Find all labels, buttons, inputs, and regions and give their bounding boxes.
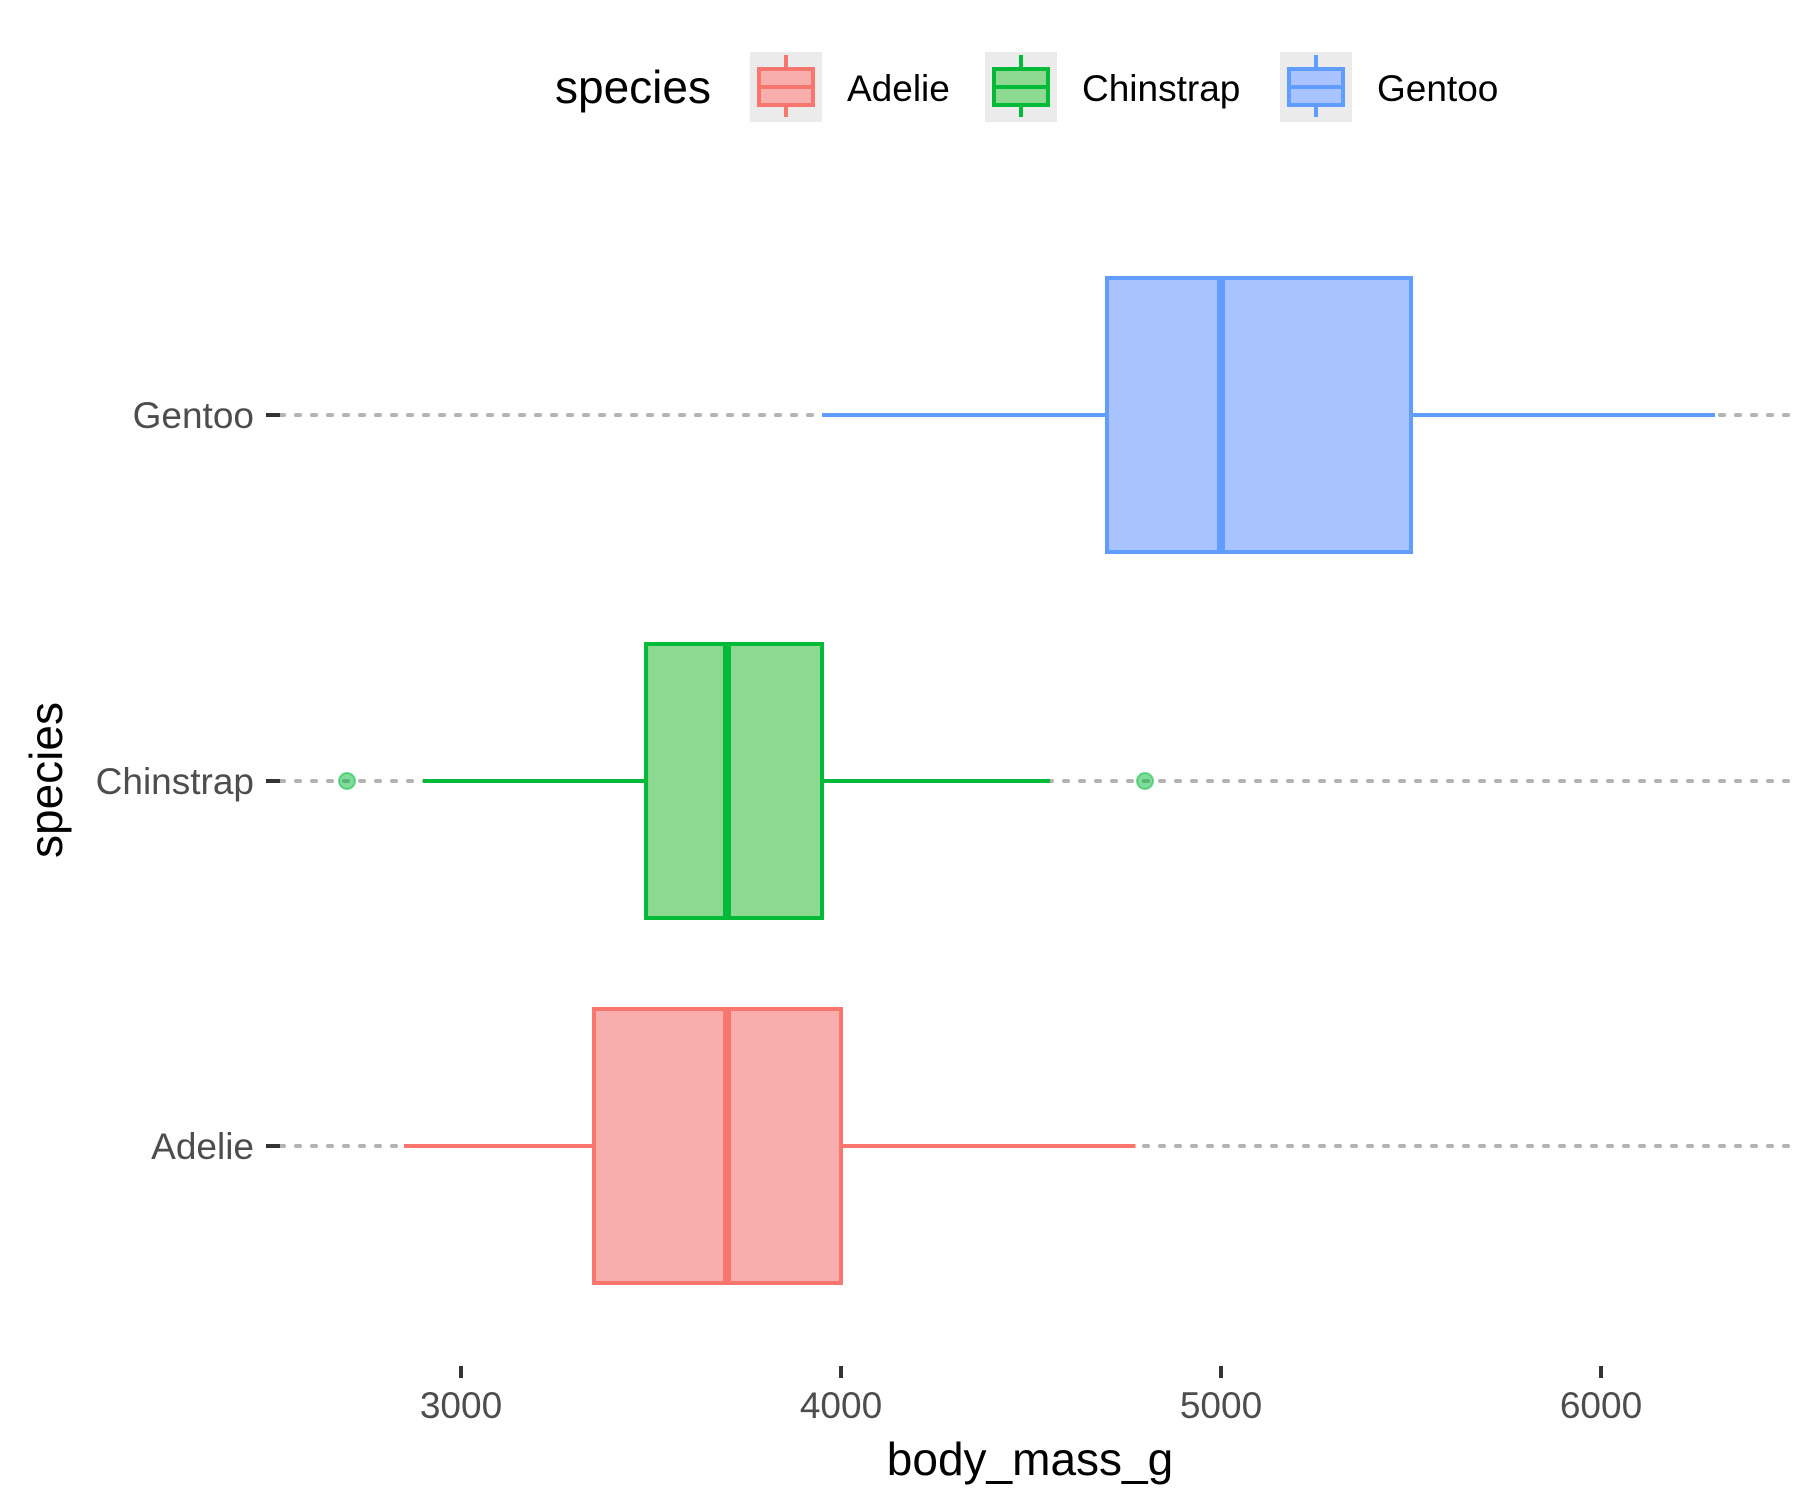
legend: species Adelie Chinstrap Gentoo: [555, 52, 1498, 122]
legend-entry-gentoo: Gentoo: [1280, 52, 1498, 122]
y-axis: Adelie Chinstrap Gentoo: [96, 395, 280, 1167]
iqr-box: [592, 1007, 843, 1285]
x-axis: 3000 4000 5000 6000: [420, 1366, 1642, 1426]
legend-entry-chinstrap: Chinstrap: [985, 52, 1240, 122]
legend-label: Adelie: [847, 68, 950, 109]
legend-title: species: [555, 61, 711, 113]
outlier-point: [338, 772, 356, 790]
box-series: [338, 276, 1715, 1285]
iqr-box: [1105, 276, 1413, 554]
x-axis-title: body_mass_g: [887, 1433, 1173, 1485]
x-tick-label: 5000: [1180, 1385, 1262, 1426]
x-tick-label: 4000: [800, 1385, 882, 1426]
y-tick-label: Chinstrap: [96, 761, 254, 802]
x-tick-label: 3000: [420, 1385, 502, 1426]
legend-label: Chinstrap: [1082, 68, 1240, 109]
y-axis-title: species: [20, 702, 72, 858]
x-tick-label: 6000: [1560, 1385, 1642, 1426]
box-adelie: [404, 1007, 1136, 1285]
outlier-point: [1136, 772, 1154, 790]
iqr-box: [644, 642, 824, 920]
legend-entry-adelie: Adelie: [750, 52, 950, 122]
box-chinstrap: [338, 642, 1154, 920]
legend-label: Gentoo: [1377, 68, 1498, 109]
box-gentoo: [822, 276, 1715, 554]
y-tick-label: Adelie: [151, 1126, 254, 1167]
y-tick-label: Gentoo: [133, 395, 254, 436]
